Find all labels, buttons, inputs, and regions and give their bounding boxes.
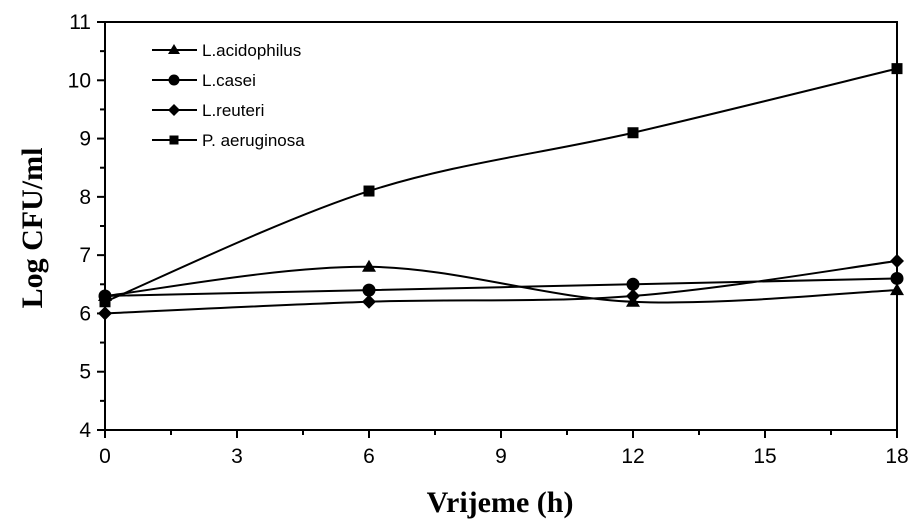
triangle-marker: [362, 259, 376, 272]
x-tick-label: 6: [363, 445, 375, 468]
y-tick-label: 8: [79, 186, 91, 209]
legend: L.acidophilus L.casei L.reuteri P. aerugino…: [152, 41, 305, 150]
series-square: [99, 63, 903, 308]
diamond-marker: [98, 306, 112, 321]
y-tick-label: 7: [79, 244, 91, 267]
x-tick-label: 0: [99, 445, 111, 468]
legend-item: P. aeruginosa: [152, 131, 305, 150]
diamond-marker: [626, 288, 640, 303]
series-diamond: [98, 253, 904, 321]
legend-label: P. aeruginosa: [202, 131, 305, 150]
series-triangle: [98, 259, 904, 307]
legend-item: L.acidophilus: [152, 41, 301, 60]
y-tick-label: 6: [79, 302, 91, 325]
legend-item: L.casei: [152, 71, 256, 90]
y-tick-label: 5: [79, 361, 91, 384]
diamond-marker: [168, 104, 180, 116]
x-tick-label: 3: [231, 445, 243, 468]
square-marker: [363, 185, 375, 197]
series-line: [104, 265, 898, 304]
diamond-marker: [890, 253, 904, 268]
circle-marker: [168, 74, 180, 86]
square-marker: [891, 63, 903, 75]
x-tick-label: 9: [495, 445, 507, 468]
circle-marker: [626, 277, 640, 291]
square-marker: [169, 135, 179, 145]
axes: 0 3 6 9 12 15 18 4 5 6 7 8 9 10 11: [68, 11, 909, 468]
legend-item: L.reuteri: [152, 101, 264, 120]
x-tick-label: 15: [753, 445, 776, 468]
square-marker: [627, 127, 639, 139]
legend-label: L.acidophilus: [202, 41, 301, 60]
circle-marker: [362, 283, 376, 297]
y-tick-label: 4: [79, 419, 91, 442]
triangle-marker: [890, 283, 904, 296]
y-tick-label: 11: [69, 11, 91, 34]
x-axis-title: Vrijeme (h): [427, 486, 574, 519]
series-line: [104, 67, 898, 303]
triangle-marker: [168, 44, 180, 54]
series-group: [98, 63, 904, 321]
circle-marker: [890, 271, 904, 285]
legend-label: L.reuteri: [202, 101, 264, 120]
x-tick-label: 18: [885, 445, 908, 468]
x-tick-label: 12: [621, 445, 644, 468]
y-tick-label: 10: [68, 69, 91, 92]
series-line: [104, 259, 898, 315]
y-tick-label: 9: [79, 128, 91, 151]
y-axis-title: Log CFU/ml: [16, 148, 49, 309]
legend-label: L.casei: [202, 71, 256, 90]
series-line: [104, 277, 898, 297]
square-marker: [99, 296, 111, 308]
diamond-marker: [362, 294, 376, 309]
